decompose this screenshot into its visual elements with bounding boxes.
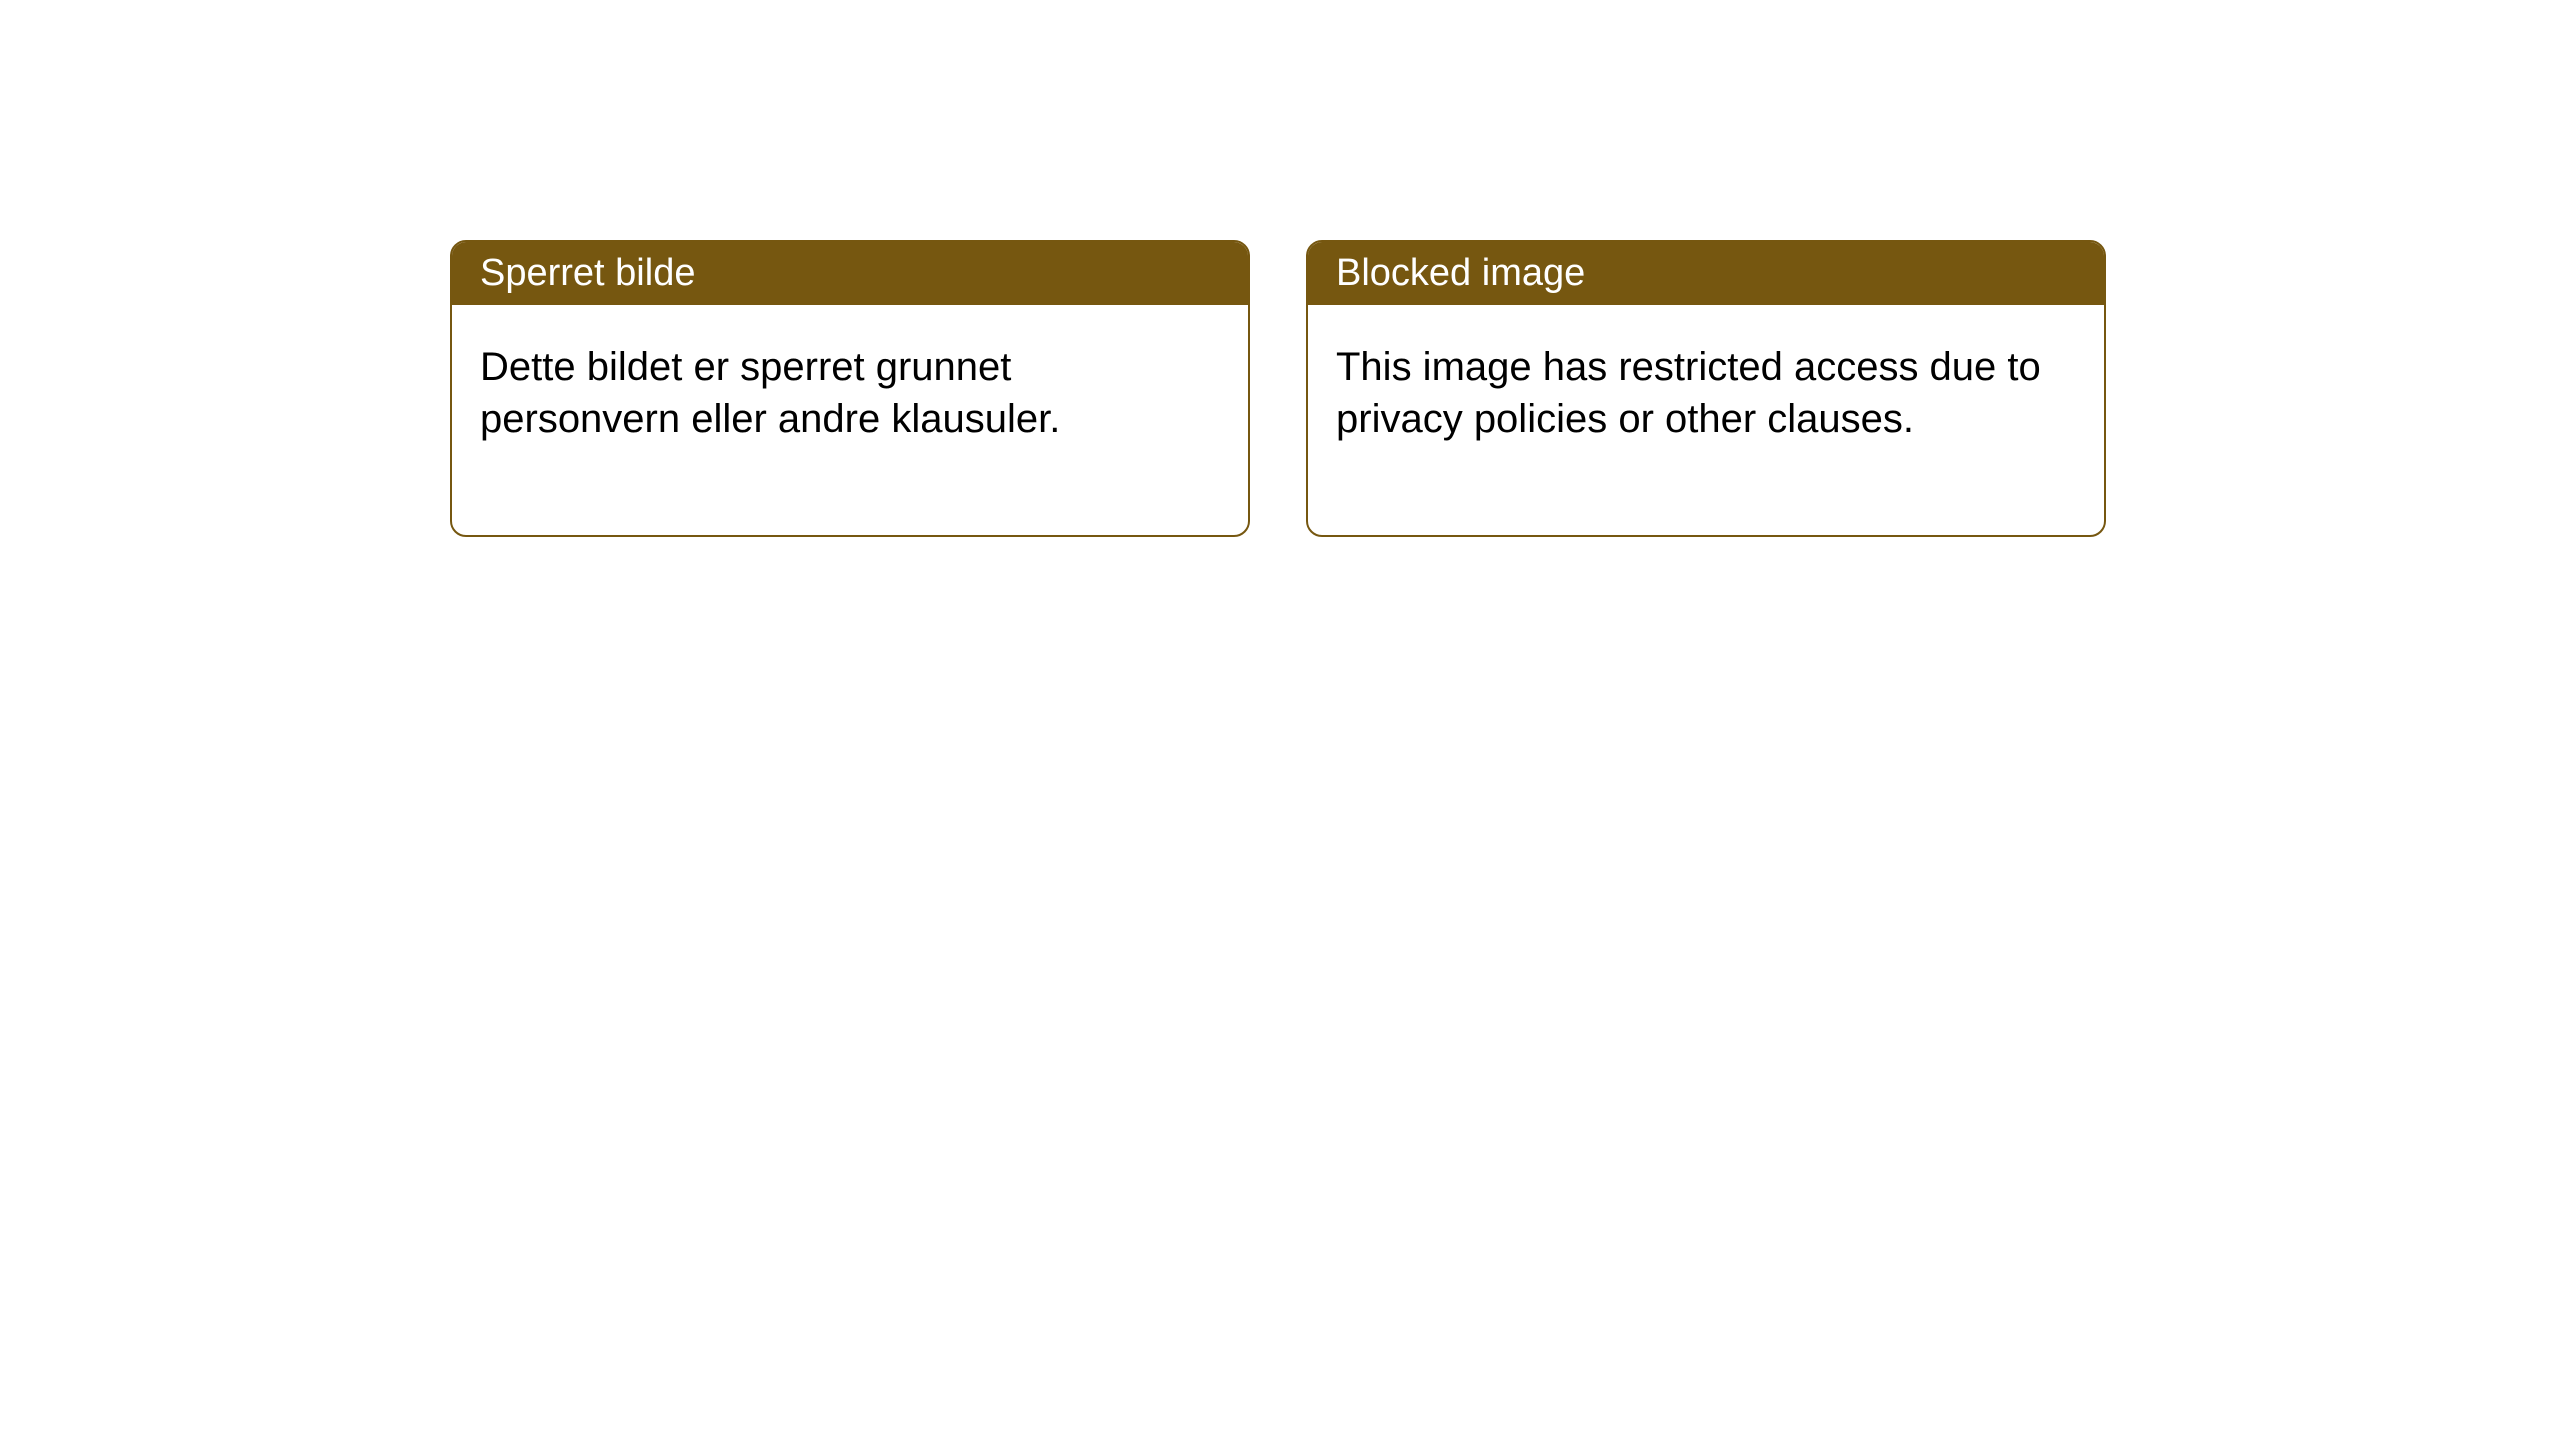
card-body-no: Dette bildet er sperret grunnet personve… (452, 305, 1248, 535)
card-body-en: This image has restricted access due to … (1308, 305, 2104, 535)
notice-container: Sperret bilde Dette bildet er sperret gr… (450, 240, 2106, 537)
blocked-image-card-en: Blocked image This image has restricted … (1306, 240, 2106, 537)
card-header-en: Blocked image (1308, 242, 2104, 305)
blocked-image-card-no: Sperret bilde Dette bildet er sperret gr… (450, 240, 1250, 537)
card-header-no: Sperret bilde (452, 242, 1248, 305)
